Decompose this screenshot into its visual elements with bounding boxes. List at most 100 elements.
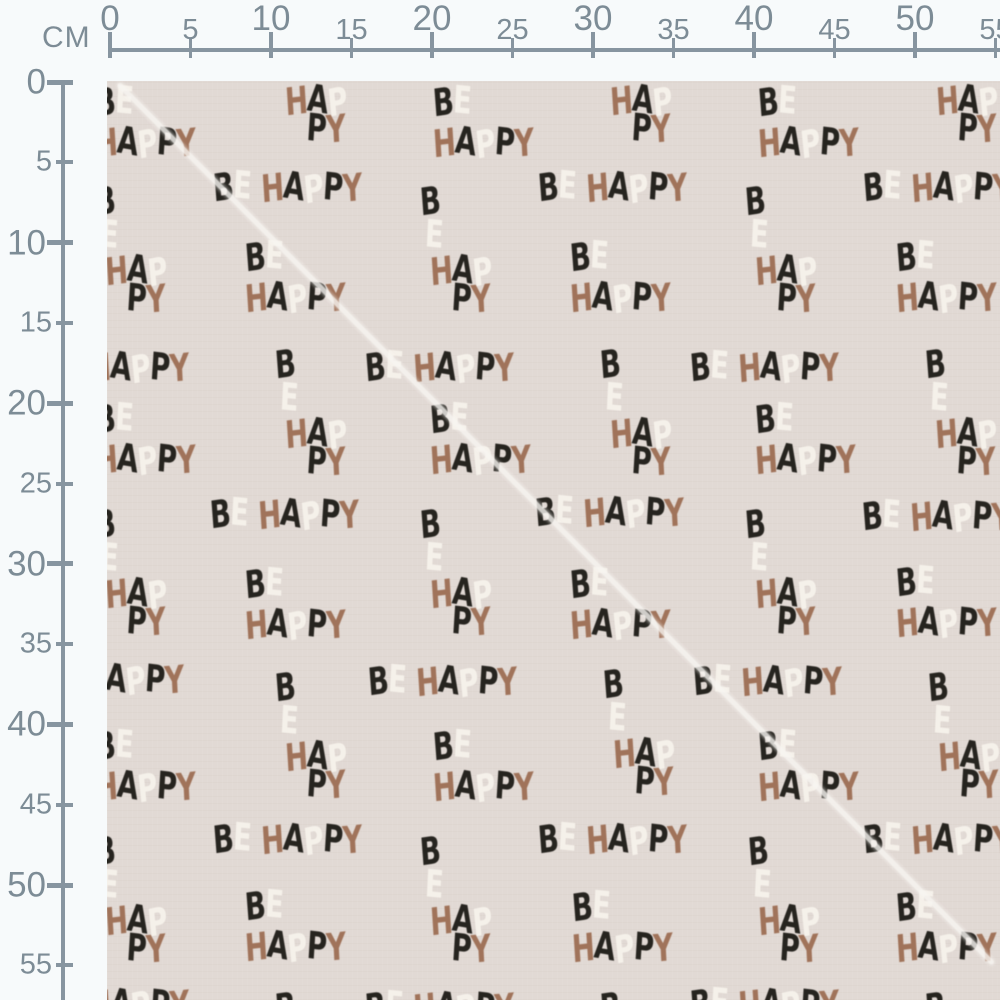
pattern-letter: Y	[325, 602, 348, 648]
pattern-letter: Y	[975, 106, 998, 152]
fabric-swatch[interactable]: BE HAPPY BE HAPPY BE HAPPY BE HAPPY BE HAPPY BE HAP…	[107, 81, 1000, 1000]
pattern-letter: Y	[794, 599, 817, 645]
ruler-tick	[56, 642, 73, 647]
pattern-letter: Y	[144, 276, 167, 322]
ruler-tick	[47, 721, 73, 727]
ruler-tick-label: 30	[573, 0, 613, 38]
pattern-letter: Y	[838, 764, 861, 810]
pattern-letter: Y	[835, 437, 858, 483]
pattern-letter: Y	[649, 439, 672, 485]
ruler-tick-label: 45	[19, 788, 52, 821]
pattern-word: HAPPY	[244, 599, 348, 649]
ruler-tick	[994, 38, 997, 58]
ruler-tick-label: 0	[26, 62, 46, 102]
ruler-tick	[47, 79, 73, 85]
ruler-tick-label: 10	[251, 0, 291, 38]
ruler-tick-label: 10	[7, 223, 46, 263]
pattern-word: HAPPY	[569, 272, 673, 322]
pattern-letter: Y	[496, 659, 519, 705]
pattern-letter: Y	[650, 275, 673, 321]
ruler-tick	[47, 400, 73, 406]
ruler-tick-label: 35	[657, 14, 690, 46]
pattern-word: PY	[125, 598, 167, 645]
pattern-letter: Y	[797, 926, 820, 972]
ruler-tick	[56, 963, 73, 968]
pattern-letter: E	[882, 162, 903, 208]
pattern-word: PY	[630, 105, 672, 152]
pattern-letter: Y	[469, 599, 492, 645]
ruler-tick-label: 50	[895, 0, 935, 38]
pattern-word: HAPPY	[754, 434, 858, 484]
pattern-letter: E	[264, 881, 285, 927]
pattern-letter: Y	[991, 165, 1000, 211]
pattern-word: PY	[305, 438, 347, 485]
pattern-word: HAPPY	[895, 272, 999, 322]
ruler-tick	[430, 32, 434, 58]
pattern-word: BE	[107, 721, 135, 769]
pattern-letter: B	[688, 981, 712, 1000]
pattern-letter: Y	[325, 924, 348, 970]
ruler-tick-label: 20	[7, 383, 46, 423]
pattern-word: PY	[778, 925, 820, 972]
pattern-word: HAPPY	[107, 761, 198, 811]
pattern-letter: Y	[990, 494, 1000, 540]
pattern-word: BE	[756, 81, 798, 125]
ruler-tick	[47, 882, 73, 888]
ruler-tick	[47, 561, 73, 567]
pattern-letter: E	[384, 982, 405, 1000]
pattern-word: BE	[894, 557, 936, 605]
pattern-letter: E	[589, 232, 610, 278]
pattern-letter: Y	[821, 659, 844, 705]
pattern-word: BE	[568, 232, 610, 280]
pattern-letter: E	[232, 814, 253, 860]
ruler-tick-label: 15	[19, 306, 52, 339]
pattern-word: HAPPY	[757, 761, 861, 811]
pattern-letter: Y	[175, 764, 198, 810]
pattern-letter: Y	[513, 120, 536, 166]
pattern-letter: E	[557, 814, 578, 860]
pattern-letter: Y	[168, 345, 191, 391]
pattern-word: HAPPY	[757, 117, 861, 167]
pattern-letter: Y	[976, 600, 999, 646]
pattern-word: PY	[450, 275, 492, 322]
pattern-letter: Y	[838, 120, 861, 166]
ruler-tick	[672, 38, 675, 58]
pattern-word: BE	[753, 394, 795, 442]
pattern-word: PY	[955, 438, 997, 485]
pattern-word: BE	[570, 882, 612, 930]
pattern-word: B	[923, 984, 947, 1000]
pattern-letter: E	[229, 489, 250, 535]
ruler-tick-label: 35	[19, 627, 52, 660]
pattern-letter: Y	[493, 985, 515, 1000]
pattern-letter: Y	[513, 764, 536, 810]
ruler-tick	[350, 38, 353, 58]
pattern-word: PY	[125, 275, 167, 322]
pattern-word: HAPPY	[571, 922, 675, 972]
pattern-word: PY	[125, 925, 167, 972]
pattern-letter: Y	[493, 345, 516, 391]
pattern-letter: H	[737, 982, 763, 1000]
ruler-tick	[752, 32, 756, 58]
pattern-letter: Y	[175, 437, 198, 483]
ruler-tick-label: 55	[19, 948, 52, 981]
pattern-word: PY	[633, 758, 675, 805]
ruler-tick-label: 25	[496, 14, 529, 46]
pattern-letter: Y	[341, 817, 364, 863]
pattern-word: BE	[431, 81, 473, 125]
ruler-tick	[511, 38, 514, 58]
pattern-letter: Y	[818, 982, 840, 1000]
pattern-letter: Y	[794, 276, 817, 322]
pattern-letter: E	[915, 232, 936, 278]
pattern-word: B	[598, 984, 622, 1000]
pattern-letter: E	[774, 394, 795, 440]
pattern-letter: E	[114, 721, 135, 767]
pattern-word: HAPPY	[432, 117, 536, 167]
pattern-word: PY	[450, 598, 492, 645]
pattern-letter: E	[709, 979, 730, 1000]
